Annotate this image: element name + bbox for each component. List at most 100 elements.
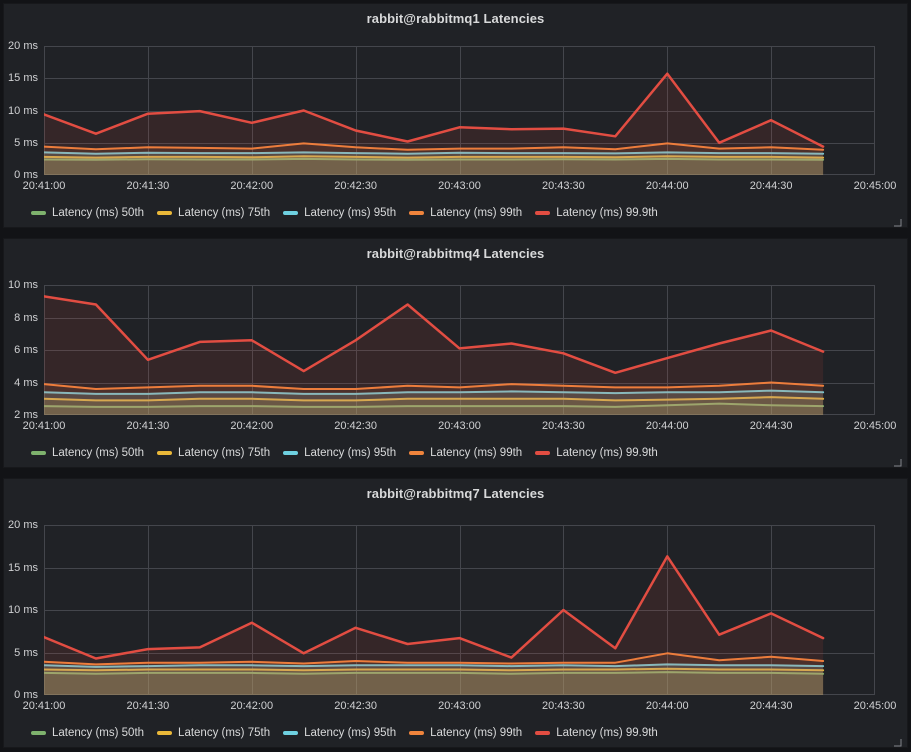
panel-title[interactable]: rabbit@rabbitmq1 Latencies	[366, 11, 545, 26]
y-axis-label: 10 ms	[8, 279, 38, 291]
legend-item[interactable]: Latency (ms) 99th	[409, 207, 522, 219]
x-axis-label: 20:44:00	[645, 420, 689, 432]
legend-color-dash-icon	[283, 731, 299, 735]
series-line	[44, 72, 825, 148]
legend-item[interactable]: Latency (ms) 50th	[31, 447, 144, 459]
series-line	[44, 155, 825, 159]
legend-color-dash-icon	[157, 731, 173, 735]
series-line	[44, 671, 825, 675]
legend-color-dash-icon	[409, 451, 425, 455]
legend-item[interactable]: Latency (ms) 99.9th	[535, 727, 658, 739]
chart-legend: Latency (ms) 50th Latency (ms) 75th Latenc…	[31, 445, 658, 461]
legend-item[interactable]: Latency (ms) 50th	[31, 727, 144, 739]
legend-label: Latency (ms) 99.9th	[556, 727, 658, 739]
y-axis-label: 8 ms	[14, 311, 38, 324]
chart-legend: Latency (ms) 50th Latency (ms) 75th Latenc…	[31, 205, 658, 221]
panel-resize-grip-icon[interactable]	[893, 734, 902, 747]
legend-item[interactable]: Latency (ms) 75th	[157, 447, 270, 459]
legend-color-dash-icon	[535, 451, 551, 455]
series-line	[44, 389, 825, 395]
legend-label: Latency (ms) 50th	[52, 727, 145, 739]
legend-color-dash-icon	[31, 451, 46, 455]
panel-title[interactable]: rabbit@rabbitmq7 Latencies	[366, 486, 545, 501]
series-line	[44, 142, 825, 151]
legend-color-dash-icon	[157, 451, 173, 455]
x-axis-label: 20:41:30	[126, 180, 170, 192]
series-line	[44, 402, 825, 408]
x-axis-label: 20:45:00	[853, 700, 897, 712]
legend-color-dash-icon	[283, 451, 299, 455]
panel-rabbitmq7-latencies: rabbit@rabbitmq7 Latencies Latency (ms) …	[3, 478, 908, 748]
series-area	[44, 156, 824, 175]
series-line	[44, 295, 825, 375]
legend-item[interactable]: Latency (ms) 75th	[157, 207, 270, 219]
x-axis-label: 20:43:30	[541, 180, 585, 192]
legend-item[interactable]: Latency (ms) 99.9th	[535, 207, 658, 219]
series-line	[44, 652, 825, 666]
chart-plot-area[interactable]	[44, 46, 876, 175]
x-axis-label: 20:42:00	[230, 700, 274, 712]
series-area	[44, 672, 824, 695]
x-axis-label: 20:43:30	[541, 420, 585, 432]
legend-label: Latency (ms) 95th	[304, 207, 397, 219]
panel-rabbitmq1-latencies: rabbit@rabbitmq1 Latencies Latency (ms) …	[3, 3, 908, 228]
legend-item[interactable]: Latency (ms) 50th	[31, 207, 144, 219]
legend-item[interactable]: Latency (ms) 99.9th	[535, 447, 658, 459]
x-axis-label: 20:42:30	[334, 180, 378, 192]
legend-item[interactable]: Latency (ms) 99th	[409, 727, 522, 739]
x-axis-label: 20:43:00	[438, 180, 481, 192]
y-axis-label: 20 ms	[8, 519, 38, 531]
chart-plot-area[interactable]	[44, 285, 876, 415]
gridlines	[44, 285, 875, 415]
chart-plot-area[interactable]	[44, 525, 876, 695]
y-axis-label: 2 ms	[14, 409, 38, 421]
legend-color-dash-icon	[535, 211, 551, 215]
x-axis-label: 20:42:00	[230, 180, 274, 192]
series-line	[44, 555, 825, 660]
legend-label: Latency (ms) 50th	[52, 207, 145, 219]
legend-color-dash-icon	[283, 211, 299, 215]
legend-label: Latency (ms) 99th	[430, 727, 523, 739]
x-axis-label: 20:41:30	[126, 700, 170, 712]
y-axis-label: 20 ms	[8, 40, 38, 52]
series-line	[44, 151, 825, 155]
legend-item[interactable]: Latency (ms) 99th	[409, 447, 522, 459]
x-axis-label: 20:45:00	[853, 180, 897, 192]
y-axis-label: 10 ms	[8, 604, 38, 616]
series-area	[44, 143, 824, 175]
x-axis-label: 20:44:00	[645, 700, 689, 712]
legend-item[interactable]: Latency (ms) 95th	[283, 447, 396, 459]
panel-resize-grip-icon[interactable]	[893, 214, 902, 227]
legend-label: Latency (ms) 99th	[430, 447, 523, 459]
legend-item[interactable]: Latency (ms) 95th	[283, 727, 396, 739]
x-axis-label: 20:41:00	[22, 420, 66, 432]
series-area	[44, 296, 824, 415]
x-axis-label: 20:44:30	[749, 180, 793, 192]
y-axis-label: 15 ms	[8, 72, 38, 85]
legend-label: Latency (ms) 75th	[178, 207, 271, 219]
x-axis-label: 20:43:00	[438, 420, 481, 432]
series-area	[44, 73, 824, 175]
series-area	[44, 152, 824, 175]
panel-rabbitmq4-latencies: rabbit@rabbitmq4 Latencies Latency (ms) …	[3, 238, 908, 468]
series-area	[44, 664, 824, 695]
x-axis-label: 20:43:00	[438, 700, 481, 712]
legend-color-dash-icon	[409, 731, 425, 735]
legend-color-dash-icon	[535, 731, 551, 735]
legend-label: Latency (ms) 75th	[178, 447, 271, 459]
y-axis-label: 4 ms	[14, 376, 38, 389]
x-axis-label: 20:43:30	[541, 700, 585, 712]
x-axis-label: 20:41:00	[22, 700, 66, 712]
legend-label: Latency (ms) 99.9th	[556, 207, 658, 219]
legend-color-dash-icon	[409, 211, 425, 215]
y-axis-label: 15 ms	[8, 561, 38, 574]
x-axis-label: 20:42:30	[334, 700, 378, 712]
panel-resize-grip-icon[interactable]	[893, 454, 902, 467]
legend-label: Latency (ms) 75th	[178, 727, 271, 739]
series-line	[44, 396, 825, 402]
legend-color-dash-icon	[157, 211, 173, 215]
legend-item[interactable]: Latency (ms) 75th	[157, 727, 270, 739]
panel-title[interactable]: rabbit@rabbitmq4 Latencies	[366, 246, 545, 261]
x-axis-label: 20:41:30	[126, 420, 170, 432]
legend-item[interactable]: Latency (ms) 95th	[283, 207, 396, 219]
